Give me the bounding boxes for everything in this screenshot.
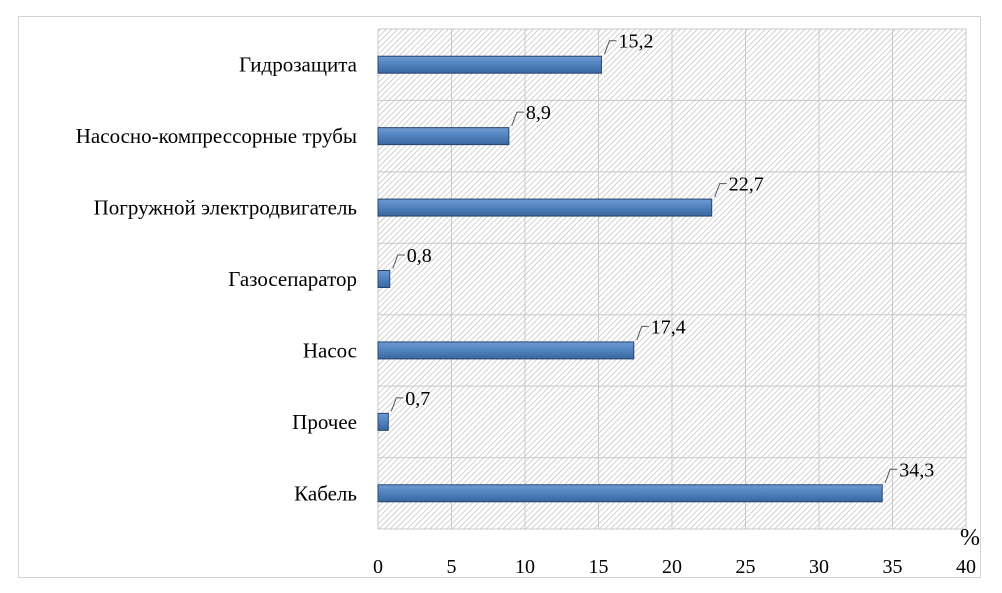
bar: [377, 270, 391, 288]
data-label-leader: [884, 468, 898, 483]
category-label: Газосепаратор: [228, 267, 357, 291]
category-label: Насосно-компрессорные трубы: [76, 124, 357, 148]
data-label: 0,7: [405, 388, 430, 410]
x-tick-label: 15: [589, 556, 609, 577]
bar: [377, 484, 883, 503]
bar-chart: 15,2 8,9 22,7 0,8 17,4 0,7 34,3 Гидрозащита Нас…: [76, 28, 980, 577]
chart-frame: 15,2 8,9 22,7 0,8 17,4 0,7 34,3 Гидрозащита Нас…: [18, 16, 981, 578]
x-tick-label: 30: [809, 556, 829, 577]
bar: [377, 341, 635, 360]
x-tick-label: 5: [447, 556, 457, 577]
x-tick-label: 10: [515, 556, 535, 577]
data-label-leader: [636, 325, 649, 341]
x-tick-label: 0: [373, 556, 383, 577]
data-label: 8,9: [526, 102, 551, 124]
category-label: Прочее: [292, 410, 357, 434]
x-tick-label: 25: [736, 556, 756, 577]
bar: [377, 412, 389, 431]
x-tick-label: 20: [662, 556, 682, 577]
data-label: 22,7: [729, 174, 764, 196]
data-label: 17,4: [651, 316, 686, 338]
bars: [377, 55, 883, 503]
category-labels: Гидрозащита Насосно-компрессорные трубы По…: [76, 53, 358, 506]
data-label: 34,3: [899, 459, 934, 481]
x-tick-label: 40: [956, 556, 976, 577]
data-label-leader: [392, 254, 405, 269]
category-label: Кабель: [294, 481, 357, 505]
bar: [377, 127, 510, 146]
category-label: Гидрозащита: [239, 53, 358, 77]
category-label: Насос: [303, 338, 357, 362]
bar: [377, 198, 713, 217]
x-tick-labels: 0 5 10 15 20 25 30 35 40: [373, 556, 976, 577]
x-axis-unit-label: %: [960, 525, 980, 551]
x-tick-label: 35: [883, 556, 903, 577]
bar: [377, 55, 602, 74]
data-label: 15,2: [618, 31, 653, 53]
data-label-leader: [390, 397, 404, 412]
gridlines: [377, 28, 967, 530]
data-labels: 15,2 8,9 22,7 0,8 17,4 0,7 34,3: [390, 31, 934, 483]
data-label-leader: [714, 183, 727, 198]
category-label: Погружной электродвигатель: [94, 196, 357, 220]
data-label-leader: [511, 111, 524, 126]
data-label: 0,8: [407, 245, 432, 267]
data-label-leader: [603, 40, 617, 55]
